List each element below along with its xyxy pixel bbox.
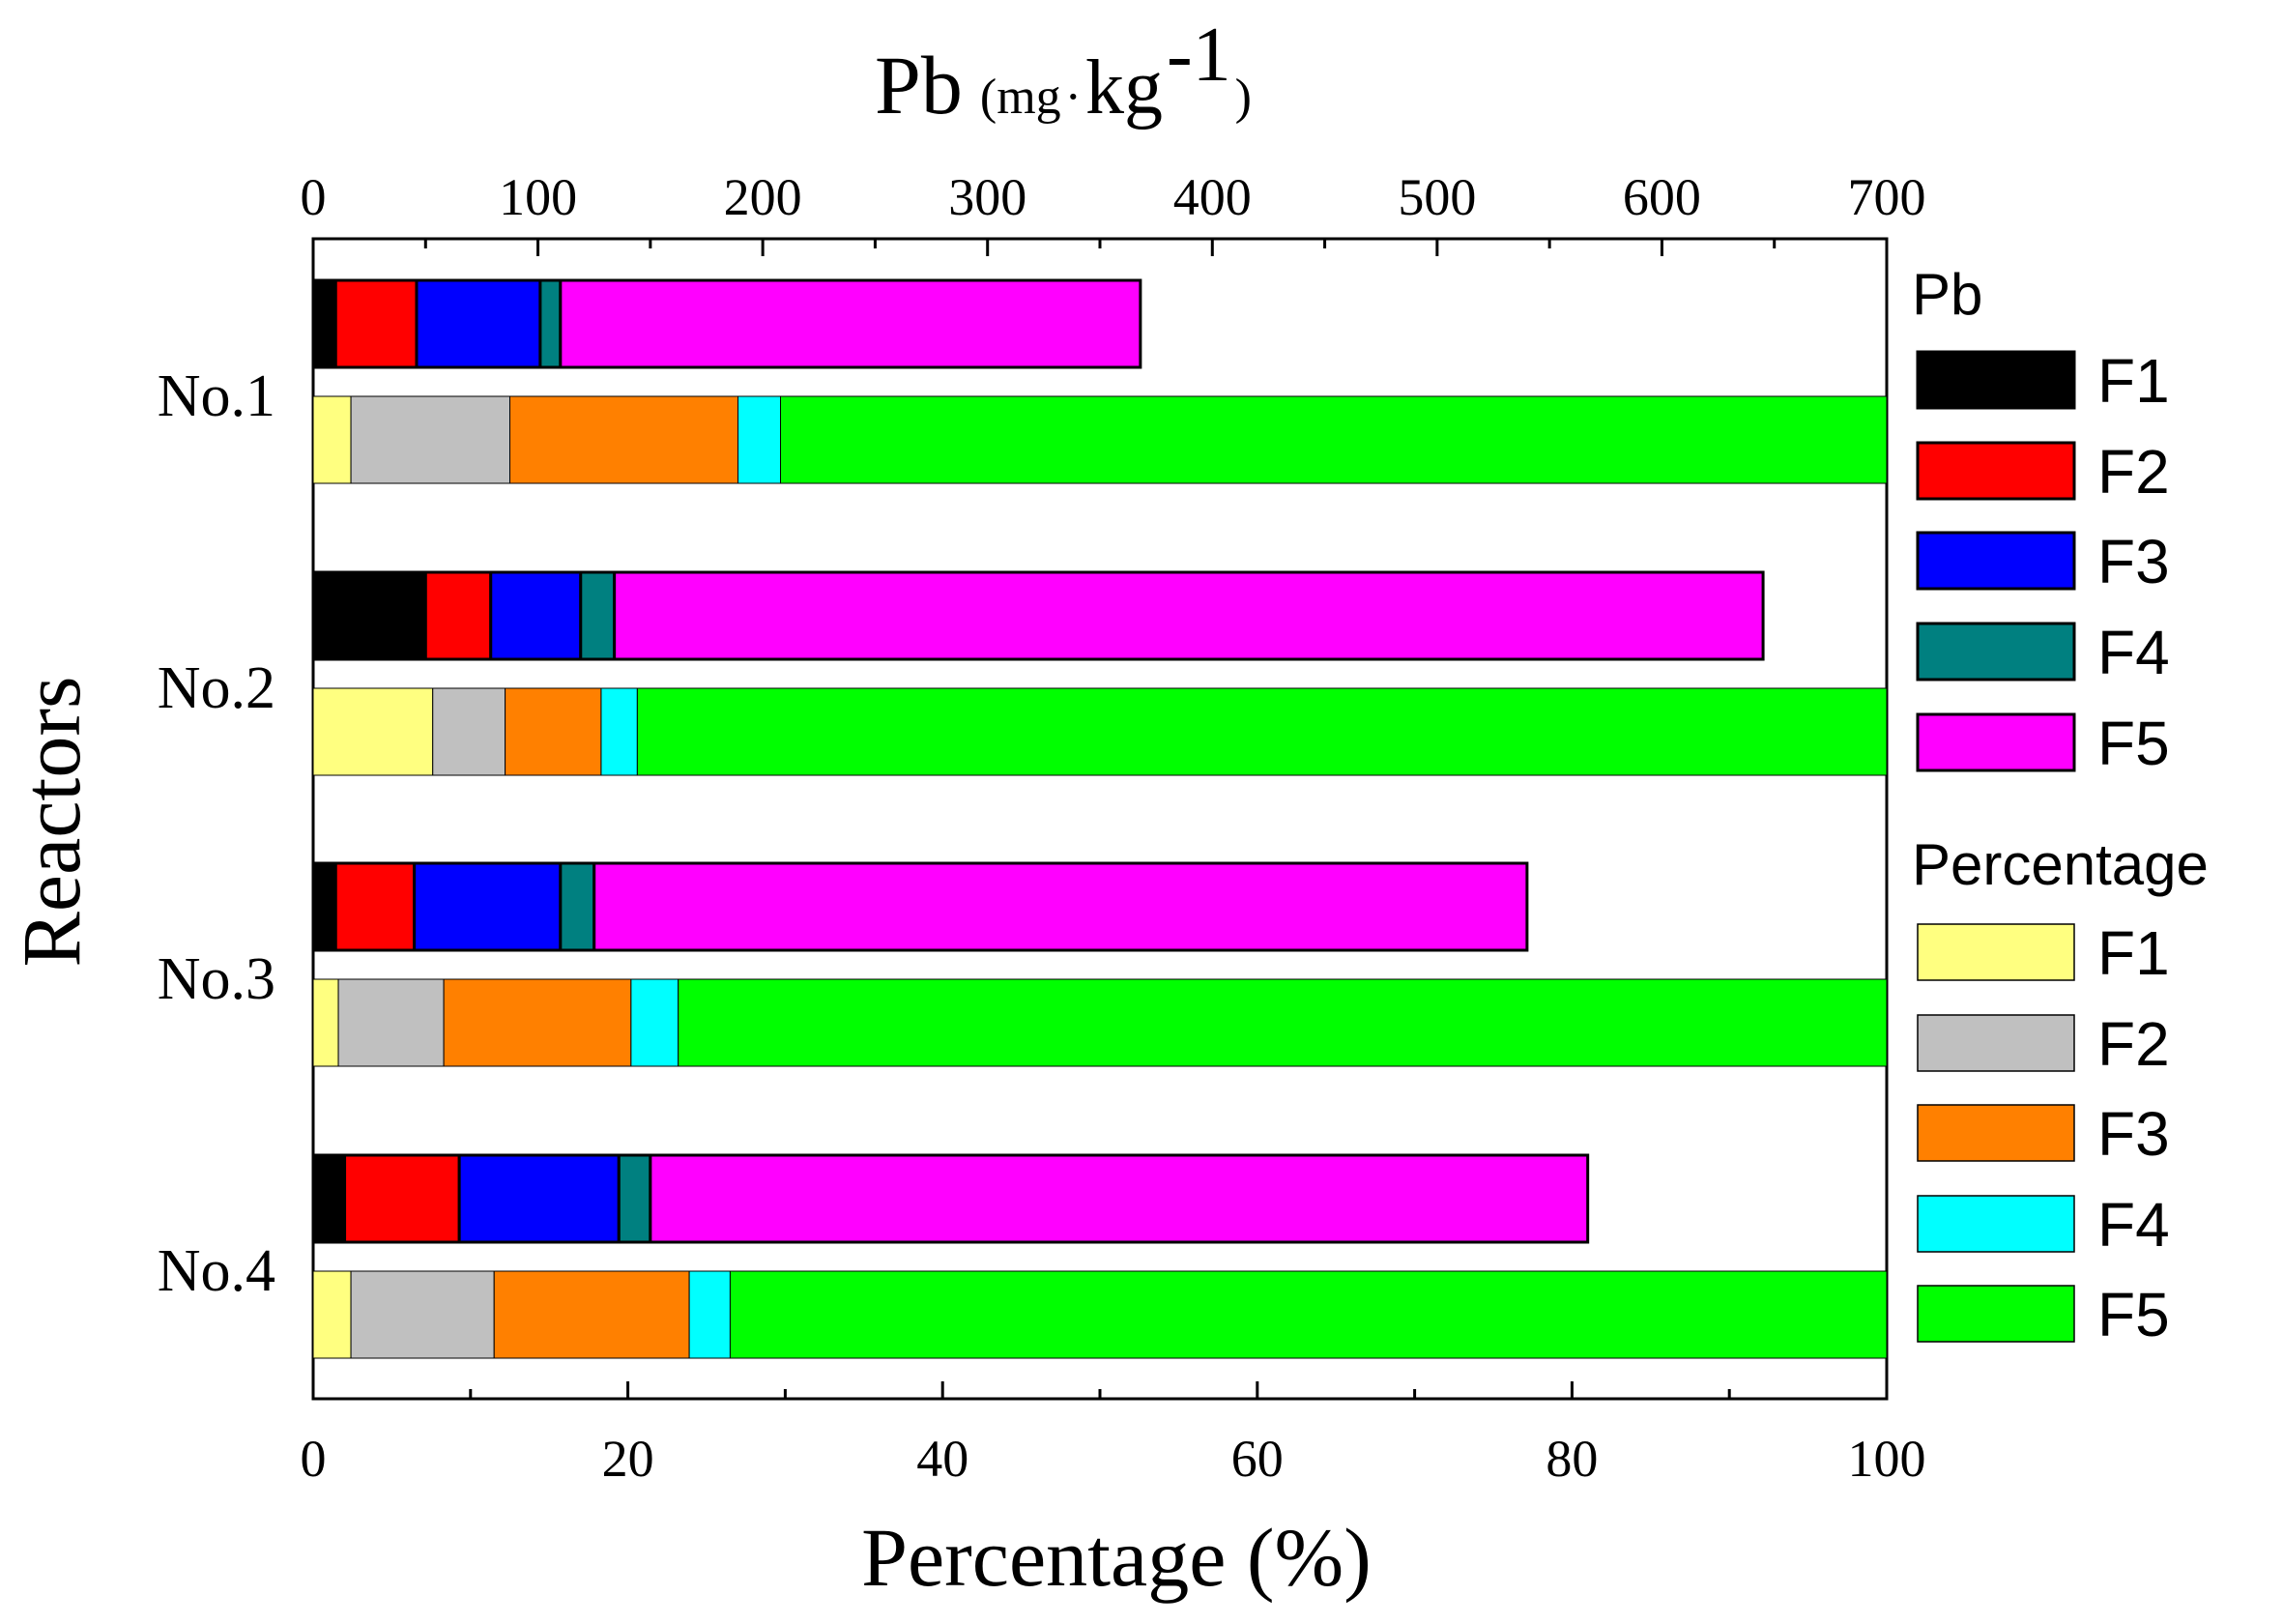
pb-bar-no4-f1 xyxy=(311,1153,347,1244)
legend-pb-swatch-f4 xyxy=(1916,622,2076,682)
pct-bar-no3-f5 xyxy=(678,978,1888,1067)
top-tick-label: 200 xyxy=(724,168,802,226)
legend-pct-swatch-f1 xyxy=(1917,923,2075,981)
pb-bar-no2-f1 xyxy=(311,570,427,661)
bars-group xyxy=(311,278,1888,1359)
pct-bar-no1-f5 xyxy=(780,395,1888,484)
legend-pb-swatch-f2 xyxy=(1916,441,2076,501)
category-label: No.3 xyxy=(158,946,275,1012)
pct-bar-no3-f1 xyxy=(312,978,339,1067)
legend-pb-label: F4 xyxy=(2097,618,2170,687)
pb-bar-no1-f3 xyxy=(415,278,542,369)
legend: Pb Percentage F1 F2 F3 F4 F5 F1 F2 F3 F4 F5 xyxy=(1912,262,2209,1349)
pb-bar-no4-f4 xyxy=(617,1153,652,1244)
pct-bar-no2-f5 xyxy=(636,687,1888,776)
legend-pb-swatch-f3 xyxy=(1916,531,2076,591)
top-tick-label: 500 xyxy=(1398,168,1476,226)
bottom-tick-label: 40 xyxy=(916,1430,968,1488)
legend-pb-swatch-f5 xyxy=(1916,712,2076,772)
bottom-tick-label: 100 xyxy=(1848,1430,1926,1488)
pb-bar-no3-f2 xyxy=(333,861,417,952)
top-tick-label: 300 xyxy=(948,168,1026,226)
pct-bar-no1-f1 xyxy=(312,395,352,484)
pb-bar-no4-f3 xyxy=(457,1153,621,1244)
top-tick-label: 600 xyxy=(1623,168,1701,226)
pb-bar-no3-f1 xyxy=(311,861,337,952)
top-axis-title-unit-kg: kg xyxy=(1085,45,1163,130)
bottom-tick-label: 0 xyxy=(301,1430,327,1488)
top-axis-title-unit-close: ) xyxy=(1235,70,1252,125)
legend-pb-swatch-f1 xyxy=(1916,350,2076,410)
category-label: No.1 xyxy=(158,363,275,429)
legend-pct-label: F3 xyxy=(2097,1099,2170,1169)
pct-bar-no2-f4 xyxy=(600,687,638,776)
pct-bar-no3-f3 xyxy=(443,978,632,1067)
pb-bar-no1-f4 xyxy=(538,278,563,369)
pb-bar-no3-f3 xyxy=(413,861,563,952)
pb-bar-no3-f4 xyxy=(559,861,596,952)
legend-pct-swatch-f5 xyxy=(1917,1285,2075,1343)
legend-pct-swatch-f2 xyxy=(1917,1014,2075,1072)
legend-pb-label: F1 xyxy=(2097,346,2170,416)
pct-bar-no2-f3 xyxy=(505,687,602,776)
pb-bar-no1-f2 xyxy=(333,278,419,369)
pb-bar-no3-f5 xyxy=(592,861,1529,952)
pb-bar-no4-f5 xyxy=(649,1153,1590,1244)
pct-bar-no1-f4 xyxy=(737,395,782,484)
pb-bar-no4-f2 xyxy=(343,1153,461,1244)
pct-bar-no4-f4 xyxy=(688,1270,731,1359)
pct-bar-no4-f5 xyxy=(729,1270,1888,1359)
legend-pb-label: F2 xyxy=(2097,437,2170,507)
pct-bar-no3-f4 xyxy=(630,978,679,1067)
pb-bar-no1-f1 xyxy=(311,278,337,369)
legend-pct-label: F1 xyxy=(2097,918,2170,988)
pb-bar-no1-f5 xyxy=(559,278,1142,369)
top-axis-title-unit-exp: -1 xyxy=(1167,13,1231,98)
bottom-tick-label: 80 xyxy=(1546,1430,1598,1488)
legend-pct-swatch-f4 xyxy=(1917,1195,2075,1253)
top-tick-label: 400 xyxy=(1173,168,1252,226)
pct-bar-no4-f3 xyxy=(493,1270,690,1359)
category-labels: No.1 No.2 No.3 No.4 xyxy=(158,363,275,1304)
legend-pb-label: F3 xyxy=(2097,527,2170,596)
ticks-group: 0 100 200 300 400 500 600 700 0 20 40 60 80 100 xyxy=(301,168,1926,1488)
bottom-tick-label: 20 xyxy=(602,1430,654,1488)
pct-bar-no4-f1 xyxy=(312,1270,352,1359)
legend-pb-label: F5 xyxy=(2097,709,2170,778)
legend-pct-label: F5 xyxy=(2097,1280,2170,1349)
pct-bar-no2-f1 xyxy=(312,687,434,776)
top-tick-label: 0 xyxy=(301,168,327,226)
bottom-axis-title: Percentage (%) xyxy=(861,1511,1372,1604)
pb-bar-no2-f4 xyxy=(579,570,617,661)
top-tick-label: 100 xyxy=(499,168,577,226)
category-label: No.4 xyxy=(158,1238,275,1304)
y-axis-title: Reactors xyxy=(5,677,98,968)
legend-percentage-title: Percentage xyxy=(1912,832,2209,897)
top-axis-title-main: Pb xyxy=(875,39,963,131)
category-label: No.2 xyxy=(158,655,275,721)
pct-bar-no3-f2 xyxy=(337,978,445,1067)
top-axis-title-unit-open: (mg xyxy=(980,70,1061,125)
top-tick-label: 700 xyxy=(1848,168,1926,226)
bottom-tick-label: 60 xyxy=(1231,1430,1284,1488)
legend-pct-label: F2 xyxy=(2097,1009,2170,1079)
top-axis-title: Pb (mg · kg -1 ) xyxy=(875,13,1252,131)
legend-pct-swatch-f3 xyxy=(1917,1104,2075,1162)
legend-pb-title: Pb xyxy=(1912,262,1982,327)
pct-bar-no4-f2 xyxy=(350,1270,495,1359)
pct-bar-no1-f2 xyxy=(350,395,510,484)
pb-bar-no2-f3 xyxy=(489,570,583,661)
pb-bar-no2-f2 xyxy=(423,570,493,661)
legend-pct-label: F4 xyxy=(2097,1190,2170,1260)
pct-bar-no1-f3 xyxy=(509,395,739,484)
pct-bar-no2-f2 xyxy=(432,687,506,776)
pb-bar-no2-f5 xyxy=(613,570,1765,661)
top-axis-title-unit-mg-dot: · xyxy=(1065,70,1082,125)
